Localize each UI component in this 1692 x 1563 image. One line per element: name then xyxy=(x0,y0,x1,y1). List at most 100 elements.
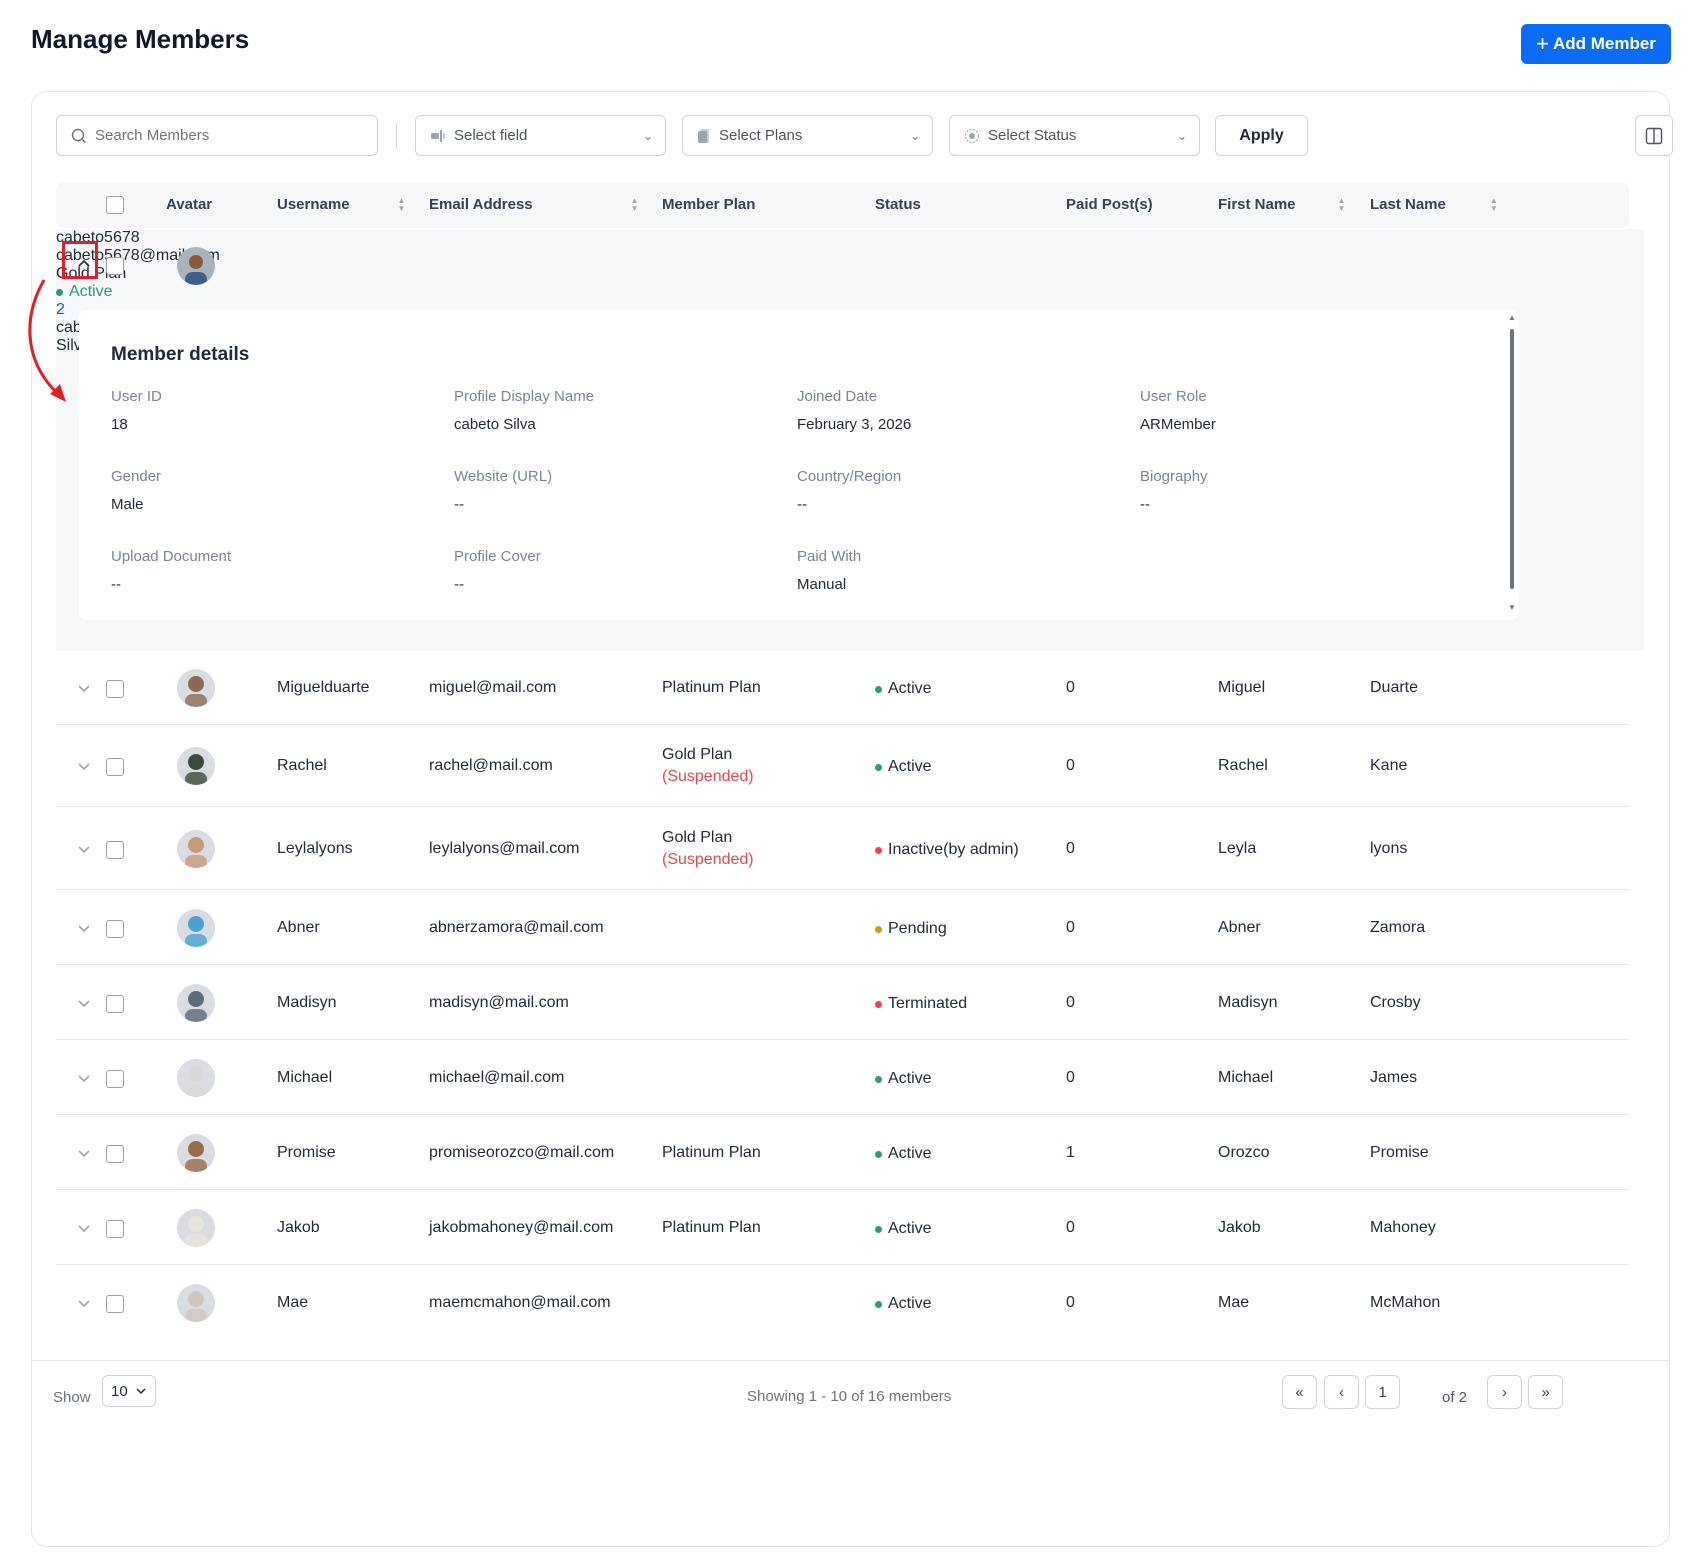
sort-icon[interactable]: ▲ ▼ xyxy=(397,195,406,213)
expand-row-button[interactable] xyxy=(76,680,92,696)
row-checkbox[interactable] xyxy=(106,920,124,938)
expand-row-button[interactable] xyxy=(76,758,92,774)
row-checkbox[interactable] xyxy=(106,1295,124,1313)
paid-posts-cell[interactable]: 2 xyxy=(56,301,65,318)
row-checkbox[interactable] xyxy=(106,1145,124,1163)
username-cell[interactable]: Abner xyxy=(277,919,320,936)
table-row[interactable]: Michael michael@mail.com Active 0 Michae… xyxy=(56,1040,1629,1115)
apply-button[interactable]: Apply xyxy=(1215,115,1308,156)
paid-posts-cell[interactable]: 0 xyxy=(1066,1219,1075,1236)
add-member-button[interactable]: + Add Member xyxy=(1521,24,1671,64)
expand-row-button[interactable] xyxy=(76,1145,92,1161)
chevron-down-icon xyxy=(78,1150,90,1158)
row-checkbox[interactable] xyxy=(106,995,124,1013)
select-plans-dropdown[interactable]: Select Plans ⌄ xyxy=(682,115,933,156)
scrollbar-thumb[interactable] xyxy=(1510,329,1514,589)
username-cell[interactable]: Jakob xyxy=(277,1219,320,1236)
details-scrollbar[interactable]: ▲ ▼ xyxy=(1507,313,1517,613)
select-all-checkbox[interactable] xyxy=(106,196,124,214)
scroll-up-icon[interactable]: ▲ xyxy=(1508,313,1516,322)
table-row[interactable]: Mae maemcmahon@mail.com Active 0 Mae McM… xyxy=(56,1265,1629,1340)
chevron-down-icon: ⌄ xyxy=(909,128,920,143)
username-cell[interactable]: Leylalyons xyxy=(277,840,353,857)
search-input[interactable] xyxy=(95,127,365,144)
paid-posts-cell[interactable]: 0 xyxy=(1066,757,1075,774)
paid-posts-cell[interactable]: 0 xyxy=(1066,1069,1075,1086)
paid-posts-cell[interactable]: 0 xyxy=(1066,919,1075,936)
search-box[interactable] xyxy=(56,115,378,156)
username-cell[interactable]: Madisyn xyxy=(277,994,337,1011)
paid-posts-cell[interactable]: 0 xyxy=(1066,994,1075,1011)
username-cell[interactable]: Miguelduarte xyxy=(277,679,370,696)
detail-label: Website (URL) xyxy=(454,468,553,485)
first-name-cell: Jakob xyxy=(1218,1219,1261,1236)
sort-icon[interactable]: ▲ ▼ xyxy=(630,195,639,213)
status-label: Active xyxy=(888,680,932,697)
sort-icon[interactable]: ▲ ▼ xyxy=(1337,195,1346,213)
detail-value: -- xyxy=(454,576,464,593)
expand-row-button[interactable] xyxy=(76,995,92,1011)
page-size-select[interactable]: 10 xyxy=(102,1375,156,1407)
username-cell[interactable]: cabeto5678 xyxy=(56,229,140,246)
table-row[interactable]: Madisyn madisyn@mail.com Terminated 0 Ma… xyxy=(56,965,1629,1040)
row-checkbox[interactable] xyxy=(106,758,124,776)
expand-row-button[interactable] xyxy=(76,920,92,936)
row-checkbox[interactable] xyxy=(106,1070,124,1088)
search-icon xyxy=(71,128,86,143)
select-field-dropdown[interactable]: Select field ⌄ xyxy=(415,115,666,156)
expand-row-button[interactable] xyxy=(76,1070,92,1086)
username-cell[interactable]: Rachel xyxy=(277,757,327,774)
avatar xyxy=(177,747,215,785)
expand-row-button[interactable] xyxy=(76,1220,92,1236)
status-dot xyxy=(875,763,882,771)
first-page-button[interactable]: « xyxy=(1282,1375,1317,1409)
expand-row-button[interactable] xyxy=(76,1295,92,1311)
chevron-up-icon xyxy=(78,259,90,267)
status-dot xyxy=(875,925,882,933)
prev-page-button[interactable]: ‹ xyxy=(1324,1375,1359,1409)
scroll-down-icon[interactable]: ▼ xyxy=(1508,603,1516,612)
col-username-label: Username xyxy=(277,196,350,213)
plan-name: Gold Plan xyxy=(662,829,733,846)
col-paid-label: Paid Post(s) xyxy=(1066,196,1153,213)
username-cell[interactable]: Michael xyxy=(277,1069,333,1086)
chevron-down-icon: ⌄ xyxy=(642,128,653,143)
last-page-button[interactable]: » xyxy=(1528,1375,1563,1409)
paid-posts-cell[interactable]: 0 xyxy=(1066,1294,1075,1311)
last-name-cell: McMahon xyxy=(1370,1294,1441,1311)
col-email[interactable]: Email Address ▲ ▼ xyxy=(429,196,639,213)
paid-posts-cell[interactable]: 1 xyxy=(1066,1144,1075,1161)
next-page-button[interactable]: › xyxy=(1487,1375,1522,1409)
column-toggle-button[interactable] xyxy=(1635,115,1673,156)
row-checkbox[interactable] xyxy=(106,1220,124,1238)
row-checkbox[interactable] xyxy=(106,257,124,275)
col-username[interactable]: Username ▲ ▼ xyxy=(277,196,405,213)
table-row[interactable]: cabeto5678 cabeto5678@mail.com Gold Plan… xyxy=(56,229,1644,354)
current-page-input[interactable]: 1 xyxy=(1365,1375,1400,1409)
first-name-cell: Orozco xyxy=(1218,1144,1270,1161)
table-row[interactable]: Promise promiseorozco@mail.com Platinum … xyxy=(56,1115,1629,1190)
collapse-row-button[interactable] xyxy=(76,255,92,271)
detail-label: Biography xyxy=(1140,468,1208,485)
last-name-cell: Crosby xyxy=(1370,994,1421,1011)
paid-posts-cell[interactable]: 0 xyxy=(1066,679,1075,696)
paid-posts-cell[interactable]: 0 xyxy=(1066,840,1075,857)
status-dot xyxy=(875,1000,882,1008)
select-status-dropdown[interactable]: Select Status ⌄ xyxy=(949,115,1200,156)
table-row[interactable]: Miguelduarte miguel@mail.com Platinum Pl… xyxy=(56,651,1629,725)
table-row[interactable]: Rachel rachel@mail.com Gold Plan (Suspend… xyxy=(56,725,1629,807)
table-row[interactable]: Leylalyons leylalyons@mail.com Gold Plan… xyxy=(56,807,1629,890)
col-first-name[interactable]: First Name ▲ ▼ xyxy=(1218,196,1345,213)
username-cell[interactable]: Promise xyxy=(277,1144,336,1161)
username-cell[interactable]: Mae xyxy=(277,1294,309,1311)
first-name-cell: Mae xyxy=(1218,1294,1250,1311)
email-cell: abnerzamora@mail.com xyxy=(429,919,604,936)
table-row[interactable]: Abner abnerzamora@mail.com Pending 0 Abn… xyxy=(56,890,1629,965)
row-checkbox[interactable] xyxy=(106,841,124,859)
expand-row-button[interactable] xyxy=(76,841,92,857)
avatar xyxy=(177,1284,215,1322)
row-checkbox[interactable] xyxy=(106,680,124,698)
sort-icon[interactable]: ▲ ▼ xyxy=(1489,195,1498,213)
col-last-name[interactable]: Last Name ▲ ▼ xyxy=(1370,196,1498,213)
table-row[interactable]: Jakob jakobmahoney@mail.com Platinum Pla… xyxy=(56,1190,1629,1265)
